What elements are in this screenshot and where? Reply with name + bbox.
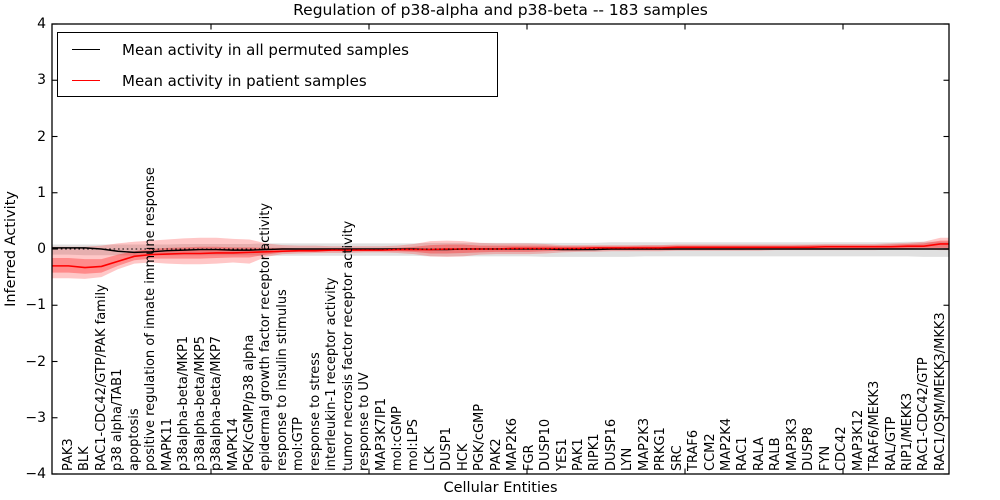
legend-label-patient: Mean activity in patient samples — [122, 71, 367, 90]
x-tick-label: response to stress — [307, 352, 323, 471]
y-tick-label: −4 — [25, 466, 46, 482]
x-tick-label: CCM2 — [702, 433, 718, 471]
x-tick-label: MAP2K3 — [636, 417, 652, 471]
x-tick-label: DUSP10 — [538, 418, 554, 471]
y-tick-label: 4 — [37, 16, 46, 32]
chart-title: Regulation of p38-alpha and p38-beta -- … — [293, 1, 708, 19]
x-tick-label: TRAF6/MEKK3 — [867, 380, 883, 471]
x-tick-label: p38alpha-beta/MKP5 — [192, 335, 208, 471]
x-tick-label: YES1 — [554, 438, 570, 471]
legend: Mean activity in all permuted samples Me… — [57, 32, 498, 97]
x-tick-label: p38alpha-beta/MKP7 — [209, 335, 225, 471]
x-tick-label: LCK — [422, 446, 438, 471]
x-tick-label: RIPK1 — [587, 433, 603, 471]
y-tick-label: −1 — [25, 297, 46, 314]
patient-mean-line — [52, 243, 949, 269]
x-tick-label: MAP3K12 — [850, 409, 866, 471]
x-tick-label: RAC1 — [735, 436, 751, 471]
x-tick-label: epidermal growth factor receptor activit… — [258, 202, 274, 471]
y-tick-label: 2 — [37, 128, 46, 145]
x-tick-label: RALA — [751, 437, 767, 471]
y-tick-label: −3 — [25, 409, 46, 426]
x-tick-label: TRAF6 — [686, 429, 702, 471]
x-tick-label: MAP3K3 — [784, 417, 800, 471]
x-tick-label: mol:LPS — [406, 419, 422, 471]
x-tick-label: response to insulin stimulus — [274, 289, 290, 471]
x-tick-label: DUSP8 — [801, 427, 817, 471]
x-tick-label: PAK2 — [488, 438, 504, 471]
legend-label-permuted: Mean activity in all permuted samples — [122, 40, 409, 59]
x-tick-label: DUSP16 — [603, 418, 619, 471]
x-tick-label: MAP2K4 — [719, 417, 734, 471]
x-tick-label: PAK1 — [570, 438, 586, 471]
black-line-swatch-icon — [72, 49, 100, 50]
x-tick-label: interleukin-1 receptor activity — [324, 277, 340, 471]
x-tick-label: mol:cGMP — [390, 406, 405, 471]
x-tick-label: HCK — [455, 443, 471, 471]
y-tick-label: 3 — [37, 72, 46, 89]
x-tick-label: FGR — [521, 444, 537, 471]
x-tick-label: positive regulation of innate immune res… — [143, 167, 159, 471]
x-tick-label: p38 alpha/TAB1 — [110, 368, 126, 471]
legend-item-patient: Mean activity in patient samples — [58, 65, 497, 96]
x-tick-label: DUSP1 — [439, 427, 455, 471]
x-tick-label: SRC — [669, 445, 685, 471]
x-tick-label: RAC1-CDC42/GTP — [916, 357, 932, 471]
x-tick-label: tumor necrosis factor receptor activity — [340, 220, 356, 471]
x-tick-label: FYN — [817, 445, 833, 471]
x-tick-label: p38alpha-beta/MKP1 — [176, 335, 192, 471]
x-tick-label: RAL/GTP — [883, 416, 899, 471]
x-tick-label: response to UV — [357, 372, 373, 471]
x-tick-label: RAC1/OSM/MEKK3/MKK3 — [932, 312, 948, 471]
x-tick-label: BLK — [77, 446, 93, 471]
legend-item-permuted: Mean activity in all permuted samples — [58, 34, 497, 65]
x-tick-label: RIP1/MEKK3 — [899, 392, 915, 471]
x-tick-label: MAPK14 — [225, 417, 241, 471]
x-tick-label: apoptosis — [126, 408, 142, 471]
x-tick-label: PGK/cGMP — [472, 403, 488, 471]
x-tick-label: PRKG1 — [653, 427, 669, 471]
red-line-swatch-icon — [72, 80, 100, 81]
x-tick-label: MAPK11 — [159, 417, 175, 471]
y-tick-label: 1 — [37, 184, 46, 201]
y-tick-label: 0 — [37, 241, 46, 257]
x-tick-label: MAP2K6 — [505, 417, 521, 471]
x-axis-label: Cellular Entities — [443, 480, 558, 496]
x-tick-label: LYN — [620, 447, 636, 471]
x-tick-label: PAK3 — [61, 438, 76, 471]
x-tick-label: mol:GTP — [291, 417, 307, 471]
x-tick-label: RALB — [768, 437, 784, 471]
y-tick-label: −2 — [25, 353, 46, 370]
x-tick-label: RAC1-CDC42/GTP/PAK family — [93, 284, 109, 471]
x-tick-label: MAP3K7IP1 — [373, 398, 389, 471]
x-tick-label: CDC42 — [834, 426, 850, 471]
x-tick-label: PGK/cGMP/p38 alpha — [241, 334, 257, 471]
